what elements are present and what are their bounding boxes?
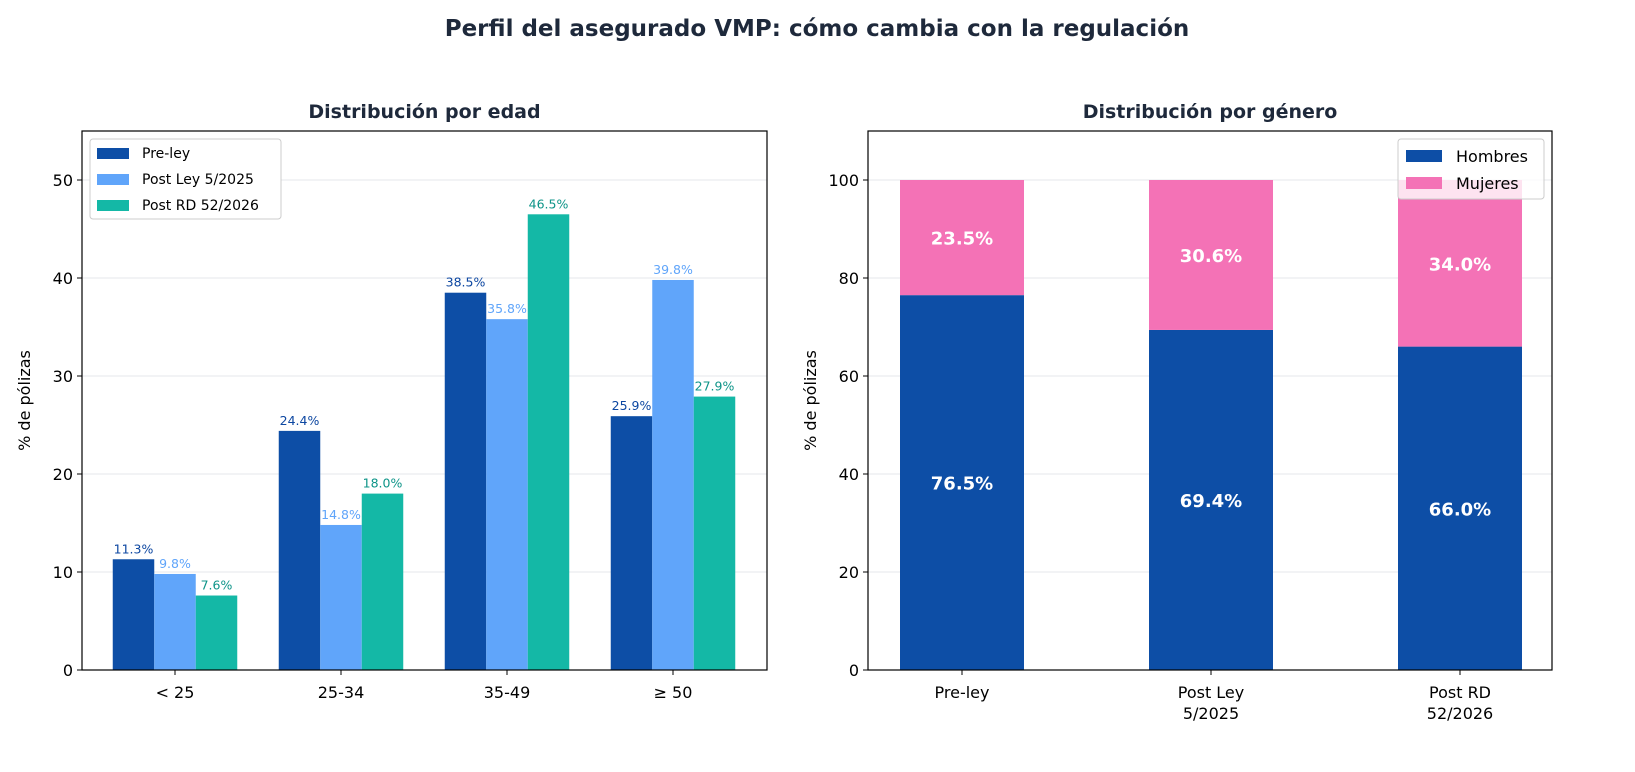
legend-label: Mujeres — [1456, 174, 1519, 193]
data-label: 7.6% — [201, 578, 233, 593]
y-tick-label: 20 — [53, 465, 73, 484]
bar — [195, 595, 238, 670]
bar — [112, 559, 155, 670]
x-tick-label: 52/2026 — [1427, 704, 1493, 723]
y-tick-label: 50 — [53, 171, 73, 190]
data-label: 23.5% — [931, 229, 993, 250]
x-tick-label: 25-34 — [318, 683, 365, 702]
y-tick-label: 100 — [828, 171, 859, 190]
x-tick-label: 5/2025 — [1183, 704, 1239, 723]
bar — [610, 416, 653, 670]
data-label: 14.8% — [321, 507, 361, 522]
data-label: 66.0% — [1429, 499, 1491, 520]
data-label: 18.0% — [363, 476, 403, 491]
bar-segment — [900, 295, 1024, 670]
x-tick-label: ≥ 50 — [654, 683, 693, 702]
age-chart: 0 10 20 30 40 50 % de pólizas Distribución por … — [15, 101, 768, 702]
bar-segment — [1398, 180, 1522, 347]
plot-frame — [81, 130, 768, 671]
bar — [444, 292, 487, 670]
y-tick-label: 0 — [63, 661, 73, 680]
y-axis-label: % de pólizas — [15, 350, 34, 451]
legend-label: Hombres — [1456, 147, 1528, 166]
y-tick-label: 60 — [839, 367, 859, 386]
legend-swatch — [1406, 177, 1442, 189]
legend-swatch — [1406, 150, 1442, 162]
y-tick-label: 0 — [849, 661, 859, 680]
data-label: 30.6% — [1180, 246, 1242, 267]
bar — [154, 573, 196, 670]
bar-segment — [1149, 180, 1273, 330]
gender-chart: 0 20 40 60 80 100 % de pólizas Distribución por… — [801, 101, 1553, 723]
x-tick-label: Post Ley — [1178, 683, 1245, 702]
legend-label: Post RD 52/2026 — [142, 198, 259, 214]
data-label: 39.8% — [653, 262, 693, 277]
x-tick-label: 35-49 — [484, 683, 531, 702]
data-label: 38.5% — [446, 275, 486, 290]
legend: Pre-ley Post Ley 5/2025 Post RD 52/2026 — [89, 138, 282, 220]
bar — [693, 396, 736, 670]
y-tick-label: 30 — [53, 367, 73, 386]
legend-label: Post Ley 5/2025 — [142, 172, 254, 188]
bar-segment — [1149, 329, 1273, 670]
figure-title: Perfil del asegurado VMP: cómo cambia co… — [445, 16, 1190, 42]
y-tick-label: 80 — [839, 269, 859, 288]
bar — [361, 493, 404, 670]
chart-title: Distribución por género — [1083, 101, 1338, 123]
data-label: 76.5% — [931, 474, 993, 495]
legend: Hombres Mujeres — [1397, 138, 1545, 200]
legend-box — [89, 138, 282, 220]
legend-swatch — [97, 148, 129, 159]
y-tick-label: 20 — [839, 563, 859, 582]
bar — [278, 430, 321, 670]
data-label: 34.0% — [1429, 254, 1491, 275]
bar — [486, 319, 528, 670]
x-tick-label: Pre-ley — [935, 683, 990, 702]
data-label: 11.3% — [114, 541, 154, 556]
y-tick-label: 40 — [839, 465, 859, 484]
legend-swatch — [97, 174, 129, 185]
y-tick-label: 40 — [53, 269, 73, 288]
legend-swatch — [97, 200, 129, 211]
data-label: 35.8% — [487, 301, 527, 316]
x-tick-label: Post RD — [1429, 683, 1491, 702]
bar — [652, 279, 694, 670]
plot-frame — [867, 130, 1553, 671]
bar — [527, 214, 570, 671]
x-tick-label: < 25 — [156, 683, 195, 702]
chart-title: Distribución por edad — [308, 101, 540, 123]
data-label: 24.4% — [280, 413, 320, 428]
data-label: 69.4% — [1180, 491, 1242, 512]
bar — [320, 524, 362, 670]
y-axis-label: % de pólizas — [801, 350, 820, 451]
data-label: 27.9% — [695, 379, 735, 394]
bar-segment — [900, 180, 1024, 296]
data-label: 25.9% — [612, 398, 652, 413]
bar-segment — [1398, 346, 1522, 670]
y-tick-label: 10 — [53, 563, 73, 582]
legend-label: Pre-ley — [142, 146, 190, 162]
data-label: 46.5% — [529, 196, 569, 211]
data-label: 9.8% — [159, 556, 191, 571]
